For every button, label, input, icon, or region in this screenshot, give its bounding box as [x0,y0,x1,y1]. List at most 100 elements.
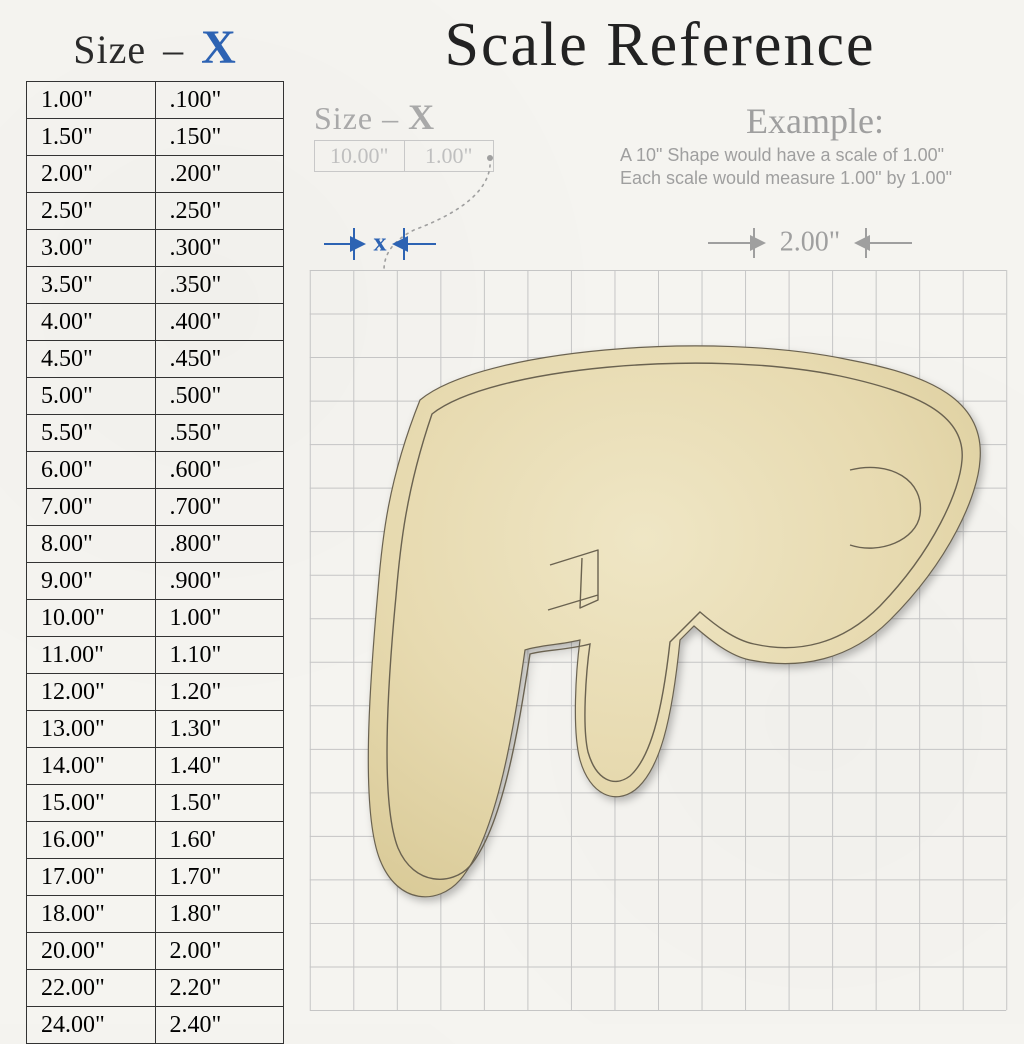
table-cell: 1.60' [155,822,284,859]
table-row: 17.00"1.70" [27,859,284,896]
table-cell: 4.00" [27,304,156,341]
table-row: 8.00".800" [27,526,284,563]
table-row: 16.00"1.60' [27,822,284,859]
two-inch-indicator: 2.00" [700,226,920,262]
table-row: 1.00".100" [27,82,284,119]
table-cell: 6.00" [27,452,156,489]
table-cell: 1.80" [155,896,284,933]
table-row: 24.00"2.40" [27,1007,284,1044]
page-title: Scale Reference [310,10,1010,81]
table-row: 3.50".350" [27,267,284,304]
size-label: Size [73,27,146,72]
table-row: 10.00"1.00" [27,600,284,637]
table-row: 6.00".600" [27,452,284,489]
table-cell: 1.50" [155,785,284,822]
table-row: 11.00"1.10" [27,637,284,674]
table-cell: 20.00" [27,933,156,970]
x-indicator-label: x [374,228,387,258]
table-cell: .700" [155,489,284,526]
legend-cell-left: 10.00" [315,141,405,171]
size-table-body: 1.00".100"1.50".150"2.00".200"2.50".250"… [27,82,284,1044]
x-width-indicator: x [320,224,440,264]
table-cell: 15.00" [27,785,156,822]
dash: – [163,27,184,72]
x-glyph: X [201,21,237,74]
table-cell: 3.50" [27,267,156,304]
table-cell: 1.20" [155,674,284,711]
table-cell: .150" [155,119,284,156]
table-cell: 2.20" [155,970,284,1007]
table-cell: 1.00" [27,82,156,119]
table-cell: .500" [155,378,284,415]
table-row: 2.50".250" [27,193,284,230]
table-cell: .550" [155,415,284,452]
table-cell: 13.00" [27,711,156,748]
table-row: 9.00".900" [27,563,284,600]
table-cell: .800" [155,526,284,563]
table-cell: 1.70" [155,859,284,896]
legend-block: Size – X 10.00" 1.00" [314,96,494,172]
table-row: 20.00"2.00" [27,933,284,970]
table-cell: 3.00" [27,230,156,267]
table-row: 5.50".550" [27,415,284,452]
table-row: 22.00"2.20" [27,970,284,1007]
table-cell: 2.00" [27,156,156,193]
table-cell: .200" [155,156,284,193]
table-cell: 1.40" [155,748,284,785]
table-row: 14.00"1.40" [27,748,284,785]
table-row: 7.00".700" [27,489,284,526]
dotted-connector [424,150,624,240]
wood-shape [330,340,990,910]
table-cell: 4.50" [27,341,156,378]
table-cell: 17.00" [27,859,156,896]
example-line-1: A 10" Shape would have a scale of 1.00" [620,144,1010,167]
table-cell: 2.40" [155,1007,284,1044]
table-cell: 2.50" [27,193,156,230]
table-cell: .600" [155,452,284,489]
size-table-panel: Size – X 1.00".100"1.50".150"2.00".200"2… [26,20,284,1044]
table-cell: 2.00" [155,933,284,970]
table-cell: .100" [155,82,284,119]
table-cell: 14.00" [27,748,156,785]
table-cell: 1.00" [155,600,284,637]
table-cell: 16.00" [27,822,156,859]
table-row: 13.00"1.30" [27,711,284,748]
table-cell: 7.00" [27,489,156,526]
example-heading: Example: [620,100,1010,142]
table-cell: .400" [155,304,284,341]
table-cell: 1.50" [27,119,156,156]
table-row: 12.00"1.20" [27,674,284,711]
table-row: 5.00".500" [27,378,284,415]
table-row: 15.00"1.50" [27,785,284,822]
size-table-title: Size – X [26,20,284,75]
table-row: 2.00".200" [27,156,284,193]
table-cell: 5.50" [27,415,156,452]
table-row: 4.50".450" [27,341,284,378]
table-cell: .250" [155,193,284,230]
table-row: 1.50".150" [27,119,284,156]
table-row: 18.00"1.80" [27,896,284,933]
table-cell: 11.00" [27,637,156,674]
two-inch-label: 2.00" [780,226,840,258]
table-cell: 18.00" [27,896,156,933]
table-cell: .900" [155,563,284,600]
table-cell: .350" [155,267,284,304]
table-cell: 24.00" [27,1007,156,1044]
example-block: Example: A 10" Shape would have a scale … [620,100,1010,191]
table-cell: 8.00" [27,526,156,563]
table-cell: 5.00" [27,378,156,415]
table-row: 4.00".400" [27,304,284,341]
table-cell: 12.00" [27,674,156,711]
table-cell: .300" [155,230,284,267]
table-cell: 10.00" [27,600,156,637]
table-row: 3.00".300" [27,230,284,267]
table-cell: .450" [155,341,284,378]
example-line-2: Each scale would measure 1.00" by 1.00" [620,167,1010,190]
table-cell: 1.30" [155,711,284,748]
shape-silhouette [368,346,980,897]
table-cell: 1.10" [155,637,284,674]
size-table: 1.00".100"1.50".150"2.00".200"2.50".250"… [26,81,284,1044]
legend-label: Size – X [314,96,494,138]
table-cell: 22.00" [27,970,156,1007]
table-cell: 9.00" [27,563,156,600]
